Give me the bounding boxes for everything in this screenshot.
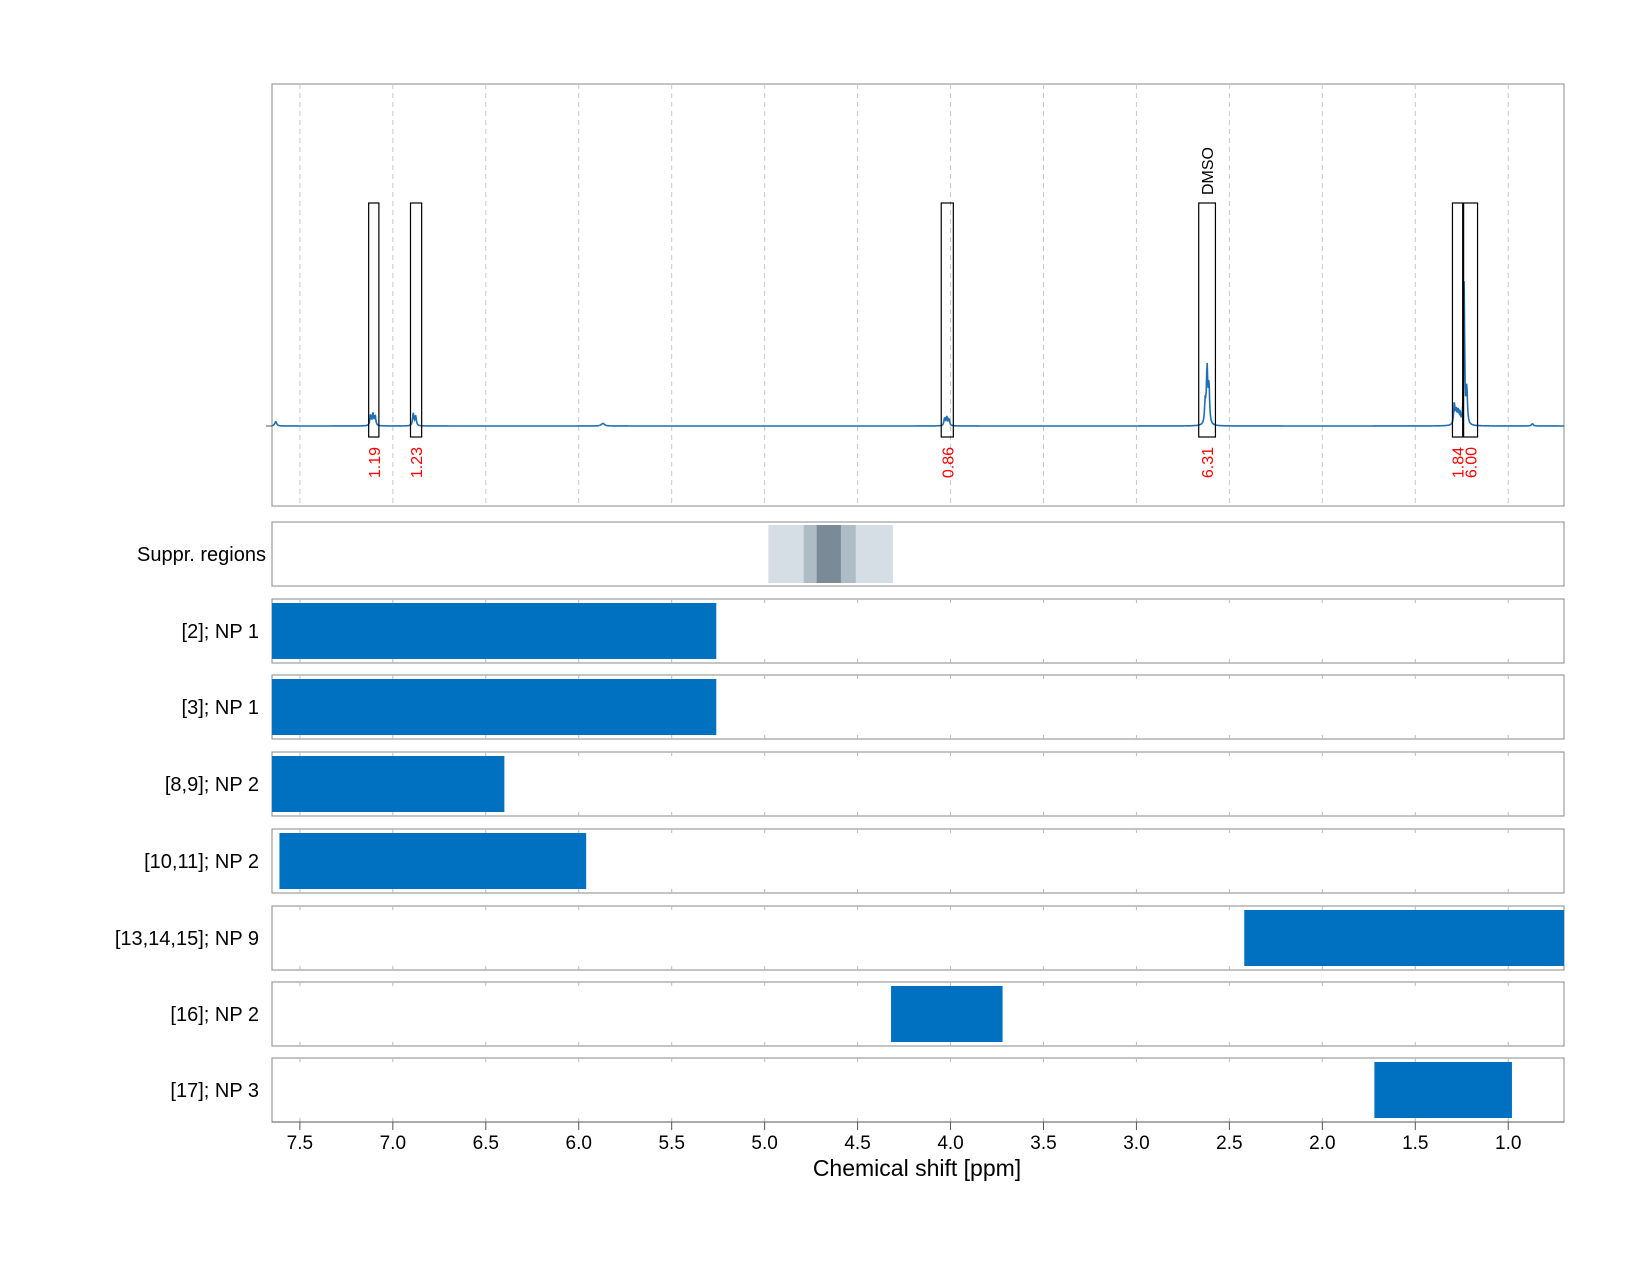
range-panel-label: [8,9]; NP 2 [165,774,259,796]
integral-region-box [1198,202,1217,438]
range-bar [272,756,505,812]
integral-value-label: 1.19 [367,447,384,478]
integral-annotation-label: DMSO [1200,147,1217,195]
range-panel-label: [16]; NP 2 [170,1004,259,1026]
x-tick-label: 5.5 [658,1133,684,1154]
x-tick-label: 3.5 [1030,1133,1056,1154]
range-panel-label: [3]; NP 1 [182,697,259,719]
spectrum-frame [271,83,1565,507]
x-tick-label: 6.0 [566,1133,592,1154]
spectrum-line [271,281,1564,427]
range-panel-label: [10,11]; NP 2 [144,851,259,873]
x-axis: Chemical shift [ppm] 7.5 7.0 6.5 6.0 5.5 5.0 4… [272,1121,1564,1181]
spectrum-panel: 1.19 1.23 0.86 6.31 DMSO 1.846.00 [266,83,1565,507]
x-tick-label: 3.0 [1123,1133,1149,1154]
x-tick-label: 6.5 [473,1133,499,1154]
x-tick-label: 7.0 [380,1133,406,1154]
integral-value-label: 1.84 [1451,447,1468,478]
range-panels: Suppr. regions [2]; NP 1 [3]; NP 1 [8,9]; N… [115,521,1565,1123]
suppression-band [816,525,841,583]
integral-region-box [1463,202,1479,438]
x-tick-label: 2.0 [1309,1133,1335,1154]
range-bar [891,986,1003,1042]
x-tick-label: 4.0 [937,1133,963,1154]
integral-region-box [940,202,954,438]
integral-value-label: 0.86 [940,447,957,478]
integral-value-label: 1.23 [409,447,426,478]
x-tick-label: 1.5 [1402,1133,1428,1154]
range-panel-frame [271,1057,1565,1123]
range-panel-label: [17]; NP 3 [170,1080,259,1102]
range-bar [1244,910,1564,966]
range-bar [272,603,717,659]
integral-region-box [409,202,423,438]
range-bar [279,833,587,889]
integral-region-box [368,202,380,438]
x-tick-label: 2.5 [1216,1133,1242,1154]
integral-region-box [1451,202,1464,438]
suppr-regions-frame [271,521,1565,587]
integral-value-label: 6.00 [1464,447,1481,478]
range-bar [1374,1062,1512,1118]
x-tick-label: 4.5 [844,1133,870,1154]
range-panel-label: [2]; NP 1 [182,621,259,643]
suppr-regions-label: Suppr. regions [137,544,266,566]
x-axis-label: Chemical shift [ppm] [813,1155,1021,1181]
x-tick-label: 1.0 [1495,1133,1521,1154]
x-tick-label: 7.5 [287,1133,313,1154]
range-panel-label: [13,14,15]; NP 9 [115,928,259,950]
integral-value-label: 6.31 [1200,447,1217,478]
range-bar [272,679,717,735]
x-tick-label: 5.0 [751,1133,777,1154]
